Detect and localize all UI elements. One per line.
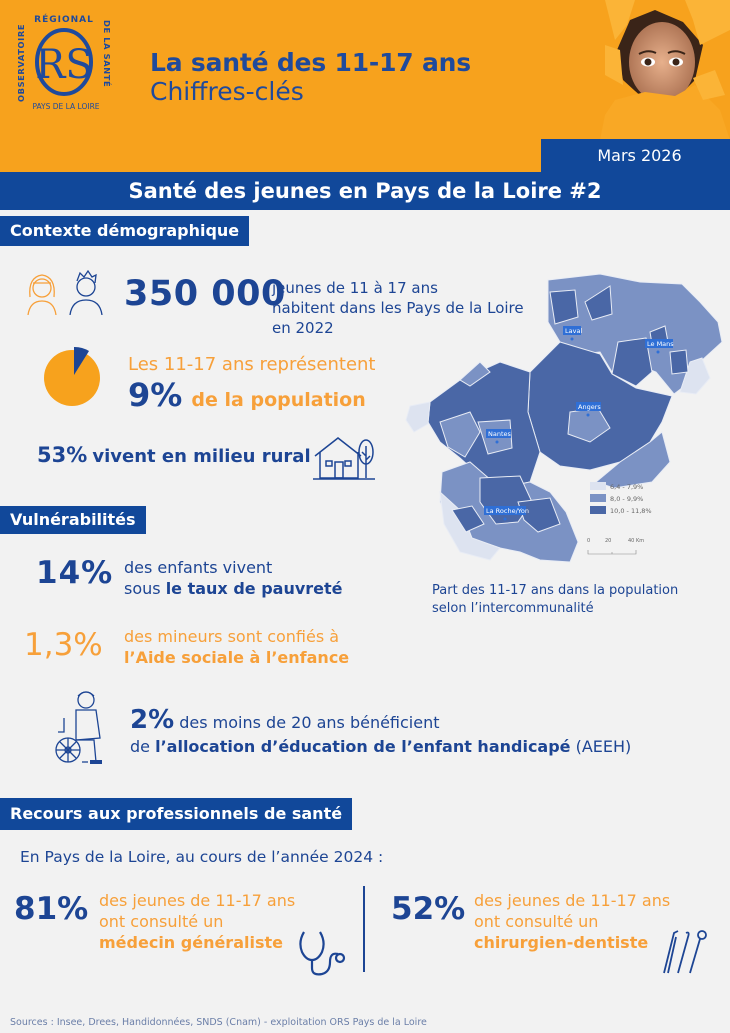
map-caption-line2: selon l’intercommunalité xyxy=(432,601,594,616)
svg-text:RÉGIONAL: RÉGIONAL xyxy=(34,13,94,25)
poverty-text-line1: des enfants vivent xyxy=(124,558,273,577)
ase-text-line2: l’Aide sociale à l’enfance xyxy=(124,648,350,667)
aeeh-line2: de l’allocation d’éducation de l’enfant … xyxy=(130,737,631,756)
house-tree-icon xyxy=(313,437,375,480)
svg-text:8,0 - 9,9%: 8,0 - 9,9% xyxy=(610,495,643,503)
wheelchair-user-icon xyxy=(55,691,102,764)
stethoscope-icon xyxy=(299,931,346,976)
poverty-text-prefix: sous xyxy=(124,579,166,598)
svg-text:Le Mans: Le Mans xyxy=(647,340,674,348)
dentist-text: des jeunes de 11-17 ans ont consulté un … xyxy=(474,890,670,953)
sources-footnote: Sources : Insee, Drees, Handidonnées, SN… xyxy=(10,1017,427,1028)
rural-text: vivent en milieu rural xyxy=(92,446,311,467)
svg-text:0: 0 xyxy=(587,538,590,544)
aeeh-text-prefix: de xyxy=(130,737,156,756)
rural-value: 53% xyxy=(37,443,88,467)
ors-logo: RÉGIONAL OBSERVATOIRE DE LA SANTÉ PAYS D… xyxy=(16,13,113,111)
ase-text: des mineurs sont confiés à l’Aide social… xyxy=(124,626,349,668)
young-people-icon xyxy=(27,269,103,315)
gp-text: des jeunes de 11-17 ans ont consulté un … xyxy=(99,890,295,953)
poverty-text-line2: sous le taux de pauvreté xyxy=(124,578,343,599)
population-share-text: de la population xyxy=(191,389,366,411)
aeeh-line1: 2% des moins de 20 ans bénéficient xyxy=(130,705,440,735)
map-caption: Part des 11-17 ans dans la population se… xyxy=(432,582,678,618)
population-value: 350 000 xyxy=(124,274,286,314)
dentist-text-line3: chirurgien-dentiste xyxy=(474,933,649,952)
svg-text:RS: RS xyxy=(35,42,93,88)
svg-text:Laval: Laval xyxy=(565,327,582,335)
gp-text-line3: médecin généraliste xyxy=(99,933,283,952)
teen-photo xyxy=(575,0,730,140)
poverty-text: des enfants vivent sous le taux de pauvr… xyxy=(124,557,343,599)
rural-line: 53% vivent en milieu rural xyxy=(37,443,311,467)
aeeh-text-line1: des moins de 20 ans bénéficient xyxy=(174,713,440,732)
population-text-line1: jeunes de 11 à 17 ans xyxy=(272,279,438,297)
svg-text:La Roche/Yon: La Roche/Yon xyxy=(486,507,529,515)
svg-text:Nantes: Nantes xyxy=(488,430,512,438)
health-care-intro: En Pays de la Loire, au cours de l’année… xyxy=(20,848,384,866)
gp-text-line2: ont consulté un xyxy=(99,912,224,931)
population-share-intro: Les 11-17 ans représentent xyxy=(128,354,376,375)
population-share-pie-icon xyxy=(44,346,100,406)
section-health-care-header: Recours aux professionnels de santé xyxy=(0,798,353,830)
svg-text:DE LA SANTÉ: DE LA SANTÉ xyxy=(102,20,113,87)
publication-date: Mars 2026 xyxy=(541,139,730,172)
gp-value: 81% xyxy=(14,891,89,927)
svg-text:40 Km: 40 Km xyxy=(628,538,644,544)
aeeh-text-bold: l’allocation d’éducation de l’enfant han… xyxy=(155,737,571,756)
title-block: La santé des 11-17 ans Chiffres-clés xyxy=(150,48,471,106)
choropleth-map: Laval Le Mans Angers Nantes La Roche/Yon… xyxy=(405,273,723,563)
svg-text:Angers: Angers xyxy=(578,403,601,411)
ase-text-line1: des mineurs sont confiés à xyxy=(124,627,340,646)
page-title: La santé des 11-17 ans xyxy=(150,48,471,77)
dentist-text-line2: ont consulté un xyxy=(474,912,599,931)
poverty-value: 14% xyxy=(36,555,114,591)
page-subtitle: Chiffres-clés xyxy=(150,77,304,106)
section-vulnerabilities-header: Vulnérabilités xyxy=(0,506,146,534)
population-text: jeunes de 11 à 17 ans habitent dans les … xyxy=(272,278,524,338)
aeeh-value: 2% xyxy=(130,705,175,735)
svg-text:PAYS DE LA LOIRE: PAYS DE LA LOIRE xyxy=(32,102,99,111)
section-demographic-header: Contexte démographique xyxy=(0,216,250,246)
svg-text:6,4 - 7,9%: 6,4 - 7,9% xyxy=(610,483,643,491)
column-divider xyxy=(363,886,365,972)
population-text-line2: habitent dans les Pays de la Loire xyxy=(272,299,524,317)
svg-text:20: 20 xyxy=(605,538,611,544)
ase-value: 1,3% xyxy=(24,627,103,663)
main-section-title: Santé des jeunes en Pays de la Loire #2 xyxy=(0,172,730,210)
gp-text-line1: des jeunes de 11-17 ans xyxy=(99,891,296,910)
header-banner: RÉGIONAL OBSERVATOIRE DE LA SANTÉ PAYS D… xyxy=(0,0,730,172)
dentist-text-line1: des jeunes de 11-17 ans xyxy=(474,891,671,910)
aeeh-text-suffix: (AEEH) xyxy=(570,737,632,756)
svg-text:10,0 - 11,8%: 10,0 - 11,8% xyxy=(610,507,652,515)
dentist-value: 52% xyxy=(391,891,466,927)
population-share-line: 9% de la population xyxy=(128,376,366,414)
map-caption-line1: Part des 11-17 ans dans la population xyxy=(432,583,679,598)
population-text-line3: en 2022 xyxy=(272,319,334,337)
poverty-text-bold: le taux de pauvreté xyxy=(165,579,343,598)
dental-tools-icon xyxy=(663,930,707,974)
population-share-value: 9% xyxy=(128,376,183,414)
svg-text:OBSERVATOIRE: OBSERVATOIRE xyxy=(16,24,26,102)
